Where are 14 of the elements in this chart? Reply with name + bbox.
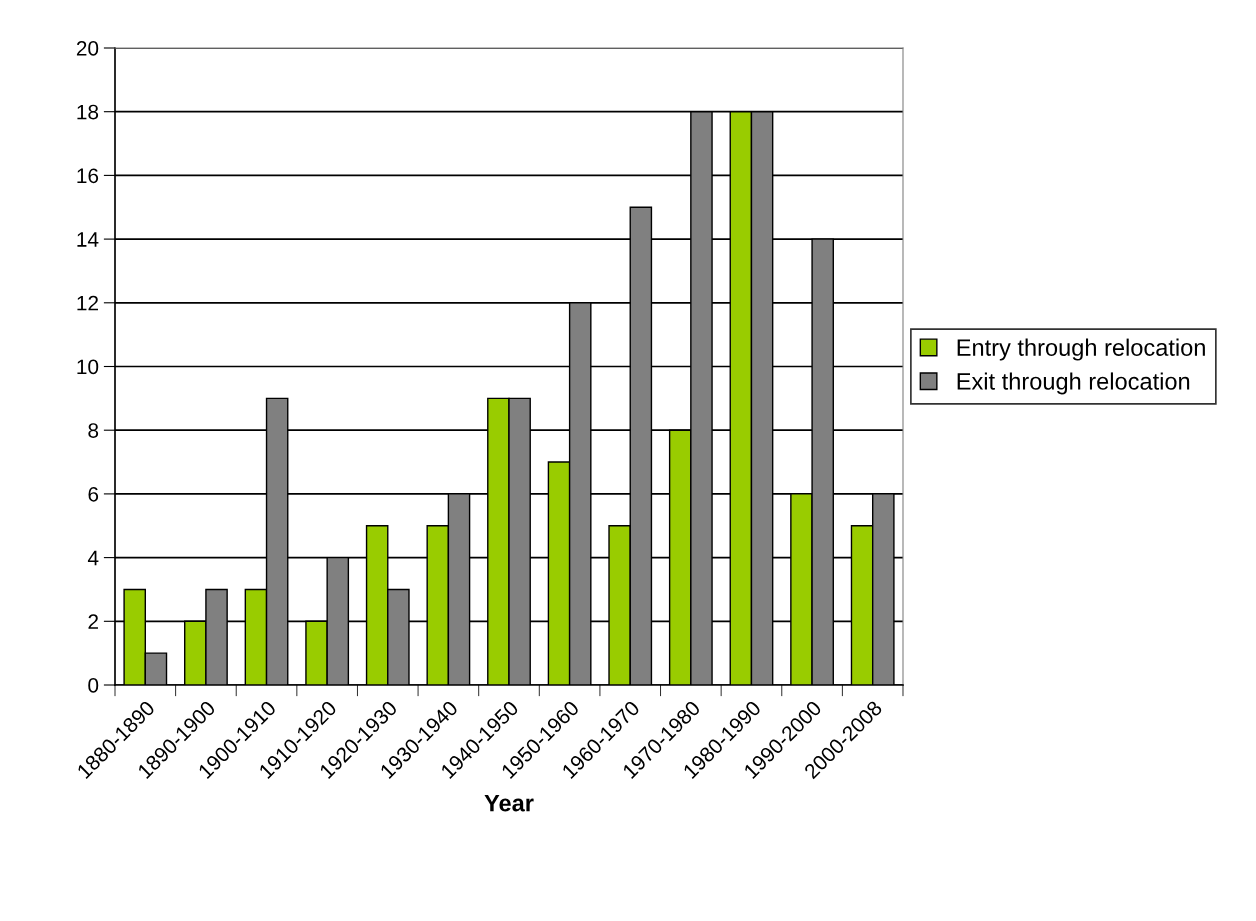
y-tick-label: 2 <box>88 614 98 629</box>
y-tick-label: 20 <box>76 41 99 56</box>
legend-label: Exit through relocation <box>957 372 1190 395</box>
y-tick-label: 18 <box>77 104 99 120</box>
y-tick-label: 6 <box>88 486 99 502</box>
y-tick-label: 0 <box>88 678 99 693</box>
y-tick-label: 16 <box>77 168 99 184</box>
x-axis-title: Year <box>484 795 534 812</box>
y-tick-label: 4 <box>87 550 99 566</box>
y-tick-label: 8 <box>88 423 99 438</box>
y-tick-label: 10 <box>77 359 99 375</box>
legend-label: Entry through relocation <box>957 338 1205 361</box>
y-tick-label: 14 <box>77 232 99 247</box>
y-tick-label: 12 <box>77 295 98 311</box>
